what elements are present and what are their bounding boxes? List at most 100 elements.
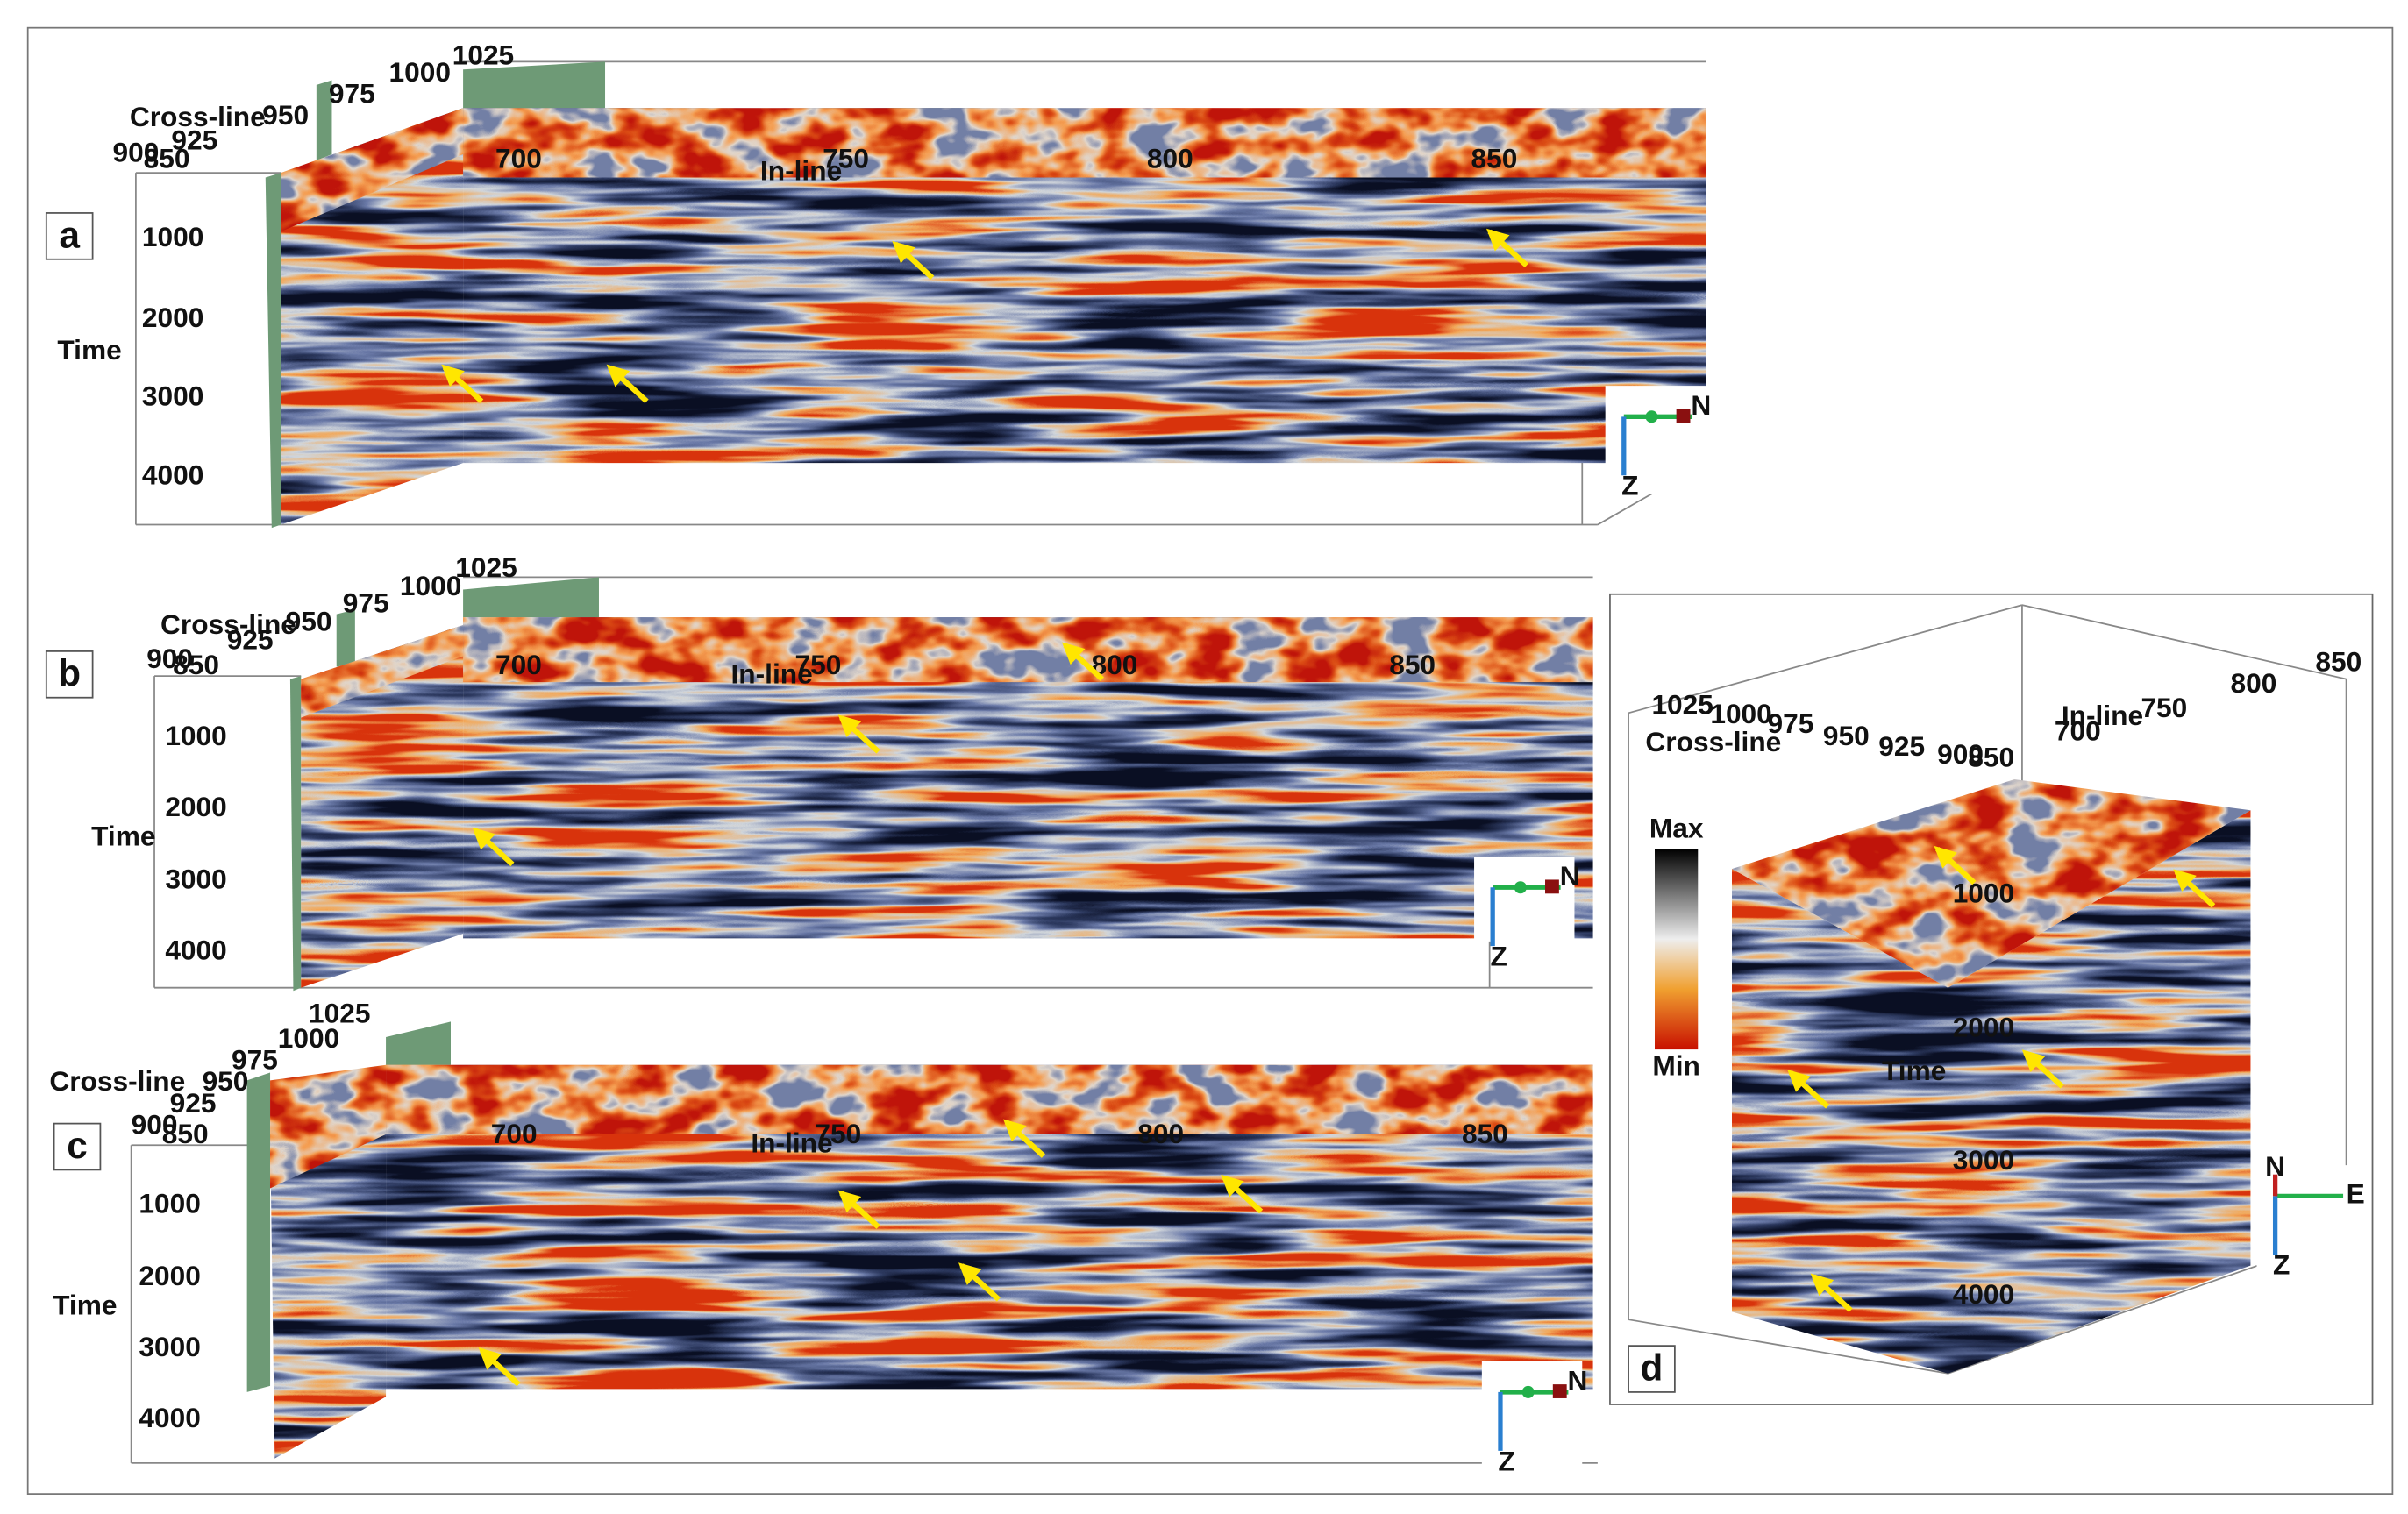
- panel-letter-box: [45, 650, 94, 699]
- compass-label: Z: [1491, 941, 1507, 972]
- time-tick: 1000: [142, 221, 203, 252]
- time-tick: 4000: [1953, 1278, 2014, 1310]
- in-line-tick: 850: [1462, 1118, 1508, 1149]
- in-line-tick: 750: [2141, 692, 2187, 723]
- cross-line-title: Cross-line: [160, 608, 296, 640]
- box-edge: [2021, 604, 2347, 680]
- cross-line-tick: 1000: [389, 56, 451, 88]
- cross-line-tick: 950: [203, 1065, 249, 1097]
- time-tick: 4000: [165, 935, 226, 966]
- slice-edge: [289, 676, 302, 992]
- cross-line-tick: 1000: [1710, 698, 1771, 729]
- slice-edge: [265, 173, 281, 529]
- yellow-arrow: [441, 364, 484, 403]
- yellow-arrow: [478, 1347, 521, 1387]
- panel-letter: b: [58, 652, 81, 693]
- colorbar-max: Max: [1649, 812, 1704, 843]
- cross-line-tick: 975: [1767, 707, 1813, 739]
- seismic-top: [463, 108, 1706, 178]
- time-tick: 2000: [1953, 1012, 2014, 1043]
- colorbar: [1654, 849, 1699, 1050]
- seismic-slice: [1948, 810, 2251, 1374]
- time-tick: 3000: [142, 380, 203, 412]
- cross-line-tick: 950: [286, 606, 332, 637]
- cross-line-tick: 925: [170, 1087, 217, 1119]
- panel-letter: d: [1641, 1347, 1664, 1388]
- time-tick: 2000: [165, 791, 226, 822]
- yellow-arrow: [1486, 228, 1528, 268]
- compass-marker: [1521, 1385, 1535, 1398]
- yellow-arrow: [606, 364, 649, 403]
- yellow-arrow: [958, 1262, 1001, 1302]
- compass-label: N: [1691, 389, 1711, 421]
- time-tick: 1000: [165, 720, 226, 751]
- yellow-arrow: [1061, 642, 1104, 681]
- yellow-arrow: [2021, 1049, 2064, 1089]
- compass-label: Z: [2273, 1249, 2290, 1281]
- box-edge: [1628, 604, 2023, 714]
- in-line-title: In-line: [751, 1127, 832, 1159]
- yellow-arrow: [472, 827, 515, 867]
- yellow-arrow: [1810, 1273, 1853, 1312]
- slice-edge: [246, 1072, 271, 1392]
- cross-line-tick: 925: [171, 124, 217, 155]
- in-line-tick: 700: [495, 142, 542, 174]
- seismic-top: [270, 1064, 387, 1189]
- time-tick: 3000: [165, 864, 226, 895]
- time-tick: 1000: [1953, 877, 2014, 908]
- cross-line-title: Cross-line: [1645, 726, 1781, 757]
- in-line-title: In-line: [760, 155, 842, 187]
- yellow-arrow: [1221, 1174, 1264, 1214]
- yellow-arrow: [837, 1190, 880, 1229]
- cross-line-tick: 950: [1823, 720, 1870, 751]
- compass-label: N: [2265, 1150, 2285, 1182]
- slice-edge: [463, 577, 599, 625]
- in-line-tick: 700: [491, 1118, 538, 1149]
- cross-line-tick: 1025: [309, 998, 370, 1029]
- time-title: Time: [57, 334, 121, 366]
- cross-line-tick: 1025: [455, 551, 517, 583]
- in-line-tick: 700: [2055, 715, 2101, 747]
- cross-line-tick: 900: [146, 643, 193, 674]
- yellow-arrow: [892, 240, 935, 281]
- seismic-top: [301, 624, 464, 718]
- panel-letter: c: [67, 1125, 87, 1166]
- panel-letter-box: [45, 212, 94, 260]
- compass-label: N: [1560, 860, 1580, 892]
- cross-line-tick: 1000: [278, 1022, 339, 1054]
- colorbar-min: Min: [1652, 1050, 1700, 1082]
- time-tick: 4000: [139, 1402, 200, 1433]
- in-line-tick: 850: [1389, 649, 1436, 680]
- cross-line-tick: 900: [132, 1109, 178, 1141]
- cross-line-tick: 1000: [400, 570, 461, 601]
- seismic-slice: [386, 1064, 1593, 1390]
- compass-marker: [1545, 879, 1559, 894]
- in-line-tick: 850: [1471, 142, 1518, 174]
- in-line-tick: 750: [795, 649, 842, 680]
- time-title: Time: [1882, 1055, 1946, 1086]
- time-title: Time: [91, 820, 155, 851]
- yellow-arrow: [2173, 869, 2216, 908]
- in-line-tick: 800: [2231, 667, 2277, 699]
- cross-line-tick: 1025: [1651, 689, 1713, 721]
- time-tick: 2000: [142, 302, 203, 333]
- cross-line-tick: 900: [1937, 738, 1984, 770]
- panel-letter-box: [53, 1122, 102, 1171]
- cross-line-tick: 950: [262, 99, 309, 131]
- cross-line-title: Cross-line: [130, 101, 266, 132]
- in-line-title: In-line: [730, 657, 812, 689]
- panel-letter-box: [1628, 1345, 1676, 1393]
- cross-line-title: Cross-line: [49, 1065, 185, 1097]
- seismic-top: [1732, 779, 2251, 988]
- yellow-arrow: [1003, 1119, 1046, 1158]
- cross-line-tick: 975: [329, 78, 375, 110]
- cross-line-tick: 850: [173, 649, 219, 680]
- in-line-tick: 700: [495, 649, 542, 680]
- time-tick: 3000: [1953, 1144, 2014, 1176]
- in-line-tick: 800: [1137, 1118, 1184, 1149]
- seismic-top: [463, 617, 1593, 683]
- seismic-slice: [270, 1088, 387, 1459]
- seismic-top: [386, 1064, 1593, 1134]
